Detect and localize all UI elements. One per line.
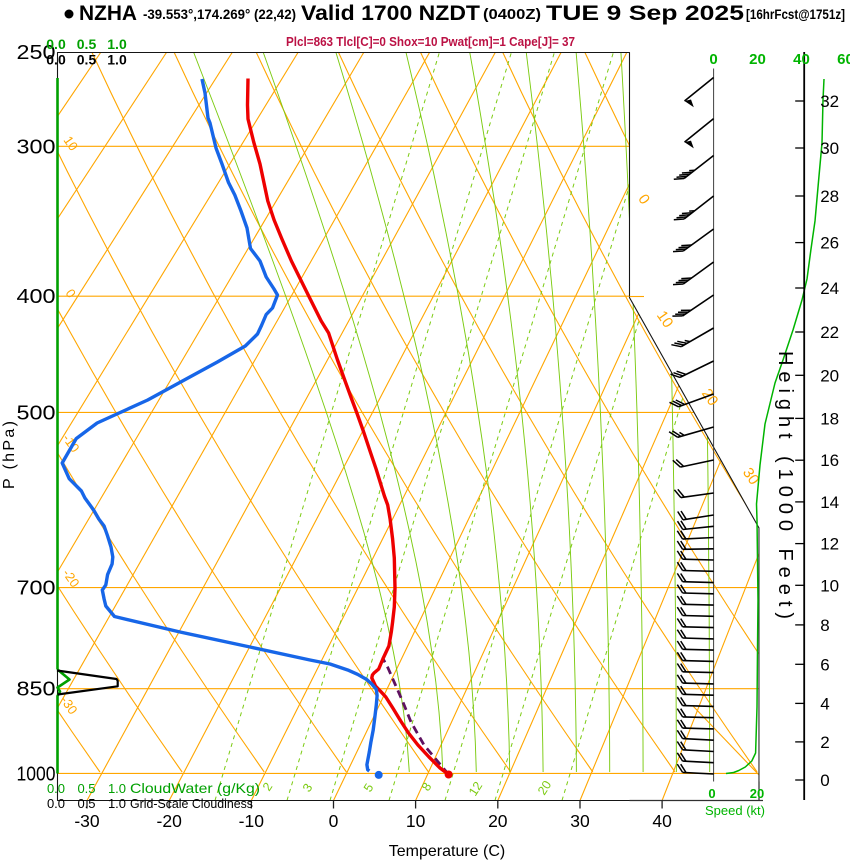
svg-text:12: 12 bbox=[820, 535, 839, 554]
svg-text:20: 20 bbox=[750, 786, 764, 801]
svg-text:30: 30 bbox=[570, 811, 590, 831]
svg-text:0.5: 0.5 bbox=[77, 36, 97, 52]
svg-text:0.0: 0.0 bbox=[46, 52, 66, 68]
svg-text:14: 14 bbox=[820, 493, 839, 512]
svg-text:NZHA: NZHA bbox=[79, 2, 137, 25]
svg-text:0: 0 bbox=[329, 811, 339, 831]
svg-text:20: 20 bbox=[535, 778, 554, 797]
svg-text:-10: -10 bbox=[239, 811, 265, 831]
svg-text:0.5: 0.5 bbox=[77, 796, 95, 811]
svg-text:20: 20 bbox=[820, 366, 839, 385]
svg-text:12: 12 bbox=[466, 779, 485, 798]
svg-text:[16hrFcst@1751z]: [16hrFcst@1751z] bbox=[746, 6, 845, 22]
svg-text:30: 30 bbox=[820, 139, 839, 158]
svg-text:-39.553°,174.269° (22,42): -39.553°,174.269° (22,42) bbox=[143, 7, 296, 22]
svg-text:40: 40 bbox=[793, 51, 810, 68]
svg-text:28: 28 bbox=[820, 187, 839, 206]
svg-text:1.0: 1.0 bbox=[107, 36, 127, 52]
svg-text:1.0: 1.0 bbox=[108, 781, 126, 796]
svg-text:0.5: 0.5 bbox=[77, 52, 97, 68]
svg-text:850: 850 bbox=[17, 679, 56, 701]
svg-text:300: 300 bbox=[17, 136, 56, 158]
svg-text:Grid-Scale Cloudiness: Grid-Scale Cloudiness bbox=[130, 796, 253, 811]
svg-text:400: 400 bbox=[17, 286, 56, 308]
svg-text:0: 0 bbox=[820, 771, 829, 790]
svg-text:10: 10 bbox=[61, 133, 82, 153]
svg-text:-30: -30 bbox=[74, 811, 100, 831]
svg-text:Temperature (C): Temperature (C) bbox=[389, 843, 505, 860]
svg-text:0: 0 bbox=[709, 51, 717, 68]
svg-text:0.0: 0.0 bbox=[47, 781, 65, 796]
svg-text:Speed (kt): Speed (kt) bbox=[705, 803, 765, 818]
svg-text:0.0: 0.0 bbox=[46, 36, 66, 52]
svg-text:10: 10 bbox=[406, 811, 426, 831]
svg-text:700: 700 bbox=[17, 578, 56, 600]
svg-text:TUE 9 Sep 2025: TUE 9 Sep 2025 bbox=[546, 2, 744, 25]
svg-text:6: 6 bbox=[820, 655, 829, 674]
svg-text:2: 2 bbox=[820, 733, 829, 752]
svg-text:20: 20 bbox=[488, 811, 508, 831]
svg-text:20: 20 bbox=[698, 386, 721, 409]
svg-text:24: 24 bbox=[820, 279, 839, 298]
svg-text:0: 0 bbox=[708, 786, 715, 801]
svg-text:250: 250 bbox=[17, 42, 56, 64]
svg-text:16: 16 bbox=[820, 451, 839, 470]
svg-text:22: 22 bbox=[820, 323, 839, 342]
svg-text:40: 40 bbox=[652, 811, 672, 831]
svg-text:Plcl=863 Tlcl[C]=0 Shox=10 Pwa: Plcl=863 Tlcl[C]=0 Shox=10 Pwat[cm]=1 Ca… bbox=[286, 34, 575, 49]
svg-text:4: 4 bbox=[820, 694, 829, 713]
svg-text:1000: 1000 bbox=[17, 763, 56, 785]
svg-text:500: 500 bbox=[17, 402, 56, 424]
svg-text:30: 30 bbox=[739, 465, 762, 488]
svg-text:Valid 1700 NZDT: Valid 1700 NZDT bbox=[301, 2, 480, 25]
svg-text:10: 10 bbox=[653, 308, 676, 331]
svg-text:0.0: 0.0 bbox=[47, 796, 65, 811]
svg-text:CloudWater (g/Kg): CloudWater (g/Kg) bbox=[130, 780, 260, 796]
svg-text:18: 18 bbox=[820, 409, 839, 428]
svg-text:26: 26 bbox=[820, 234, 839, 253]
svg-text:20: 20 bbox=[749, 51, 766, 68]
svg-text:0.5: 0.5 bbox=[77, 781, 95, 796]
svg-text:1.0: 1.0 bbox=[108, 796, 126, 811]
svg-text:P (hPa): P (hPa) bbox=[1, 421, 18, 489]
svg-text:Height (1000 Feet): Height (1000 Feet) bbox=[774, 351, 796, 619]
svg-text:(0400Z): (0400Z) bbox=[483, 6, 541, 23]
svg-text:10: 10 bbox=[820, 576, 839, 595]
svg-text:1.0: 1.0 bbox=[107, 52, 127, 68]
svg-text:32: 32 bbox=[820, 92, 839, 111]
svg-text:60: 60 bbox=[837, 51, 850, 68]
svg-text:8: 8 bbox=[820, 616, 829, 635]
svg-text:-20: -20 bbox=[157, 811, 183, 831]
